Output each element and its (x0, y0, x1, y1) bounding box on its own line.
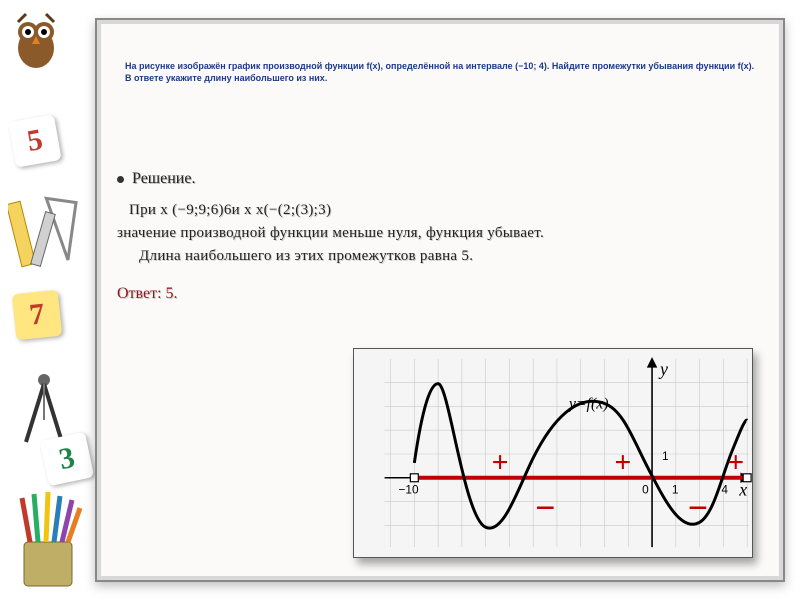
y-axis-label: y (658, 359, 668, 379)
badge-7-digit: 7 (28, 297, 46, 332)
sign-plus-2: + (614, 447, 631, 479)
sign-plus-1: + (492, 447, 509, 479)
badge-5-digit: 5 (25, 123, 46, 159)
slide: На рисунке изображён график производной … (95, 18, 785, 582)
solution-block: Решение. При x (−9;9;6)6и х x(−(2;(3);3)… (117, 170, 763, 303)
sign-plus-3: + (727, 447, 744, 479)
badge-5: 5 (8, 114, 61, 167)
owl-icon (6, 10, 66, 70)
badge-7: 7 (12, 290, 63, 341)
solution-line-3: Длина наибольшего из этих промежутков ра… (139, 248, 763, 265)
graph-container: y x y=f(x) −10 0 1 4 1 + + + − − (353, 348, 753, 558)
x-axis-label: x (738, 480, 747, 500)
problem-text: На рисунке изображён график производной … (125, 61, 754, 83)
solution-line-1: При x (−9;9;6)6и х x(−(2;(3);3) (129, 202, 763, 219)
solution-answer: Ответ: 5. (117, 285, 763, 303)
tick-1y: 1 (662, 449, 669, 463)
problem-statement: На рисунке изображён график производной … (125, 60, 755, 84)
tick-neg10: −10 (398, 483, 419, 497)
solution-line-2: значение производной функции меньше нуля… (117, 225, 763, 242)
tick-1x: 1 (672, 483, 679, 497)
curve-label: y=f(x) (567, 395, 609, 412)
derivative-graph: y x y=f(x) −10 0 1 4 1 + + + − − (354, 349, 752, 557)
tick-4: 4 (721, 483, 728, 497)
sign-minus-1: − (535, 487, 555, 527)
badge-3-digit: 3 (56, 441, 78, 477)
sign-minus-2: − (688, 487, 708, 527)
rulers-icon (8, 192, 78, 272)
pencil-cup-icon (4, 490, 92, 590)
solution-title: Решение. (117, 170, 763, 188)
sidebar: 5 7 3 (0, 0, 95, 600)
tick-0: 0 (642, 483, 649, 497)
badge-3: 3 (40, 432, 95, 487)
